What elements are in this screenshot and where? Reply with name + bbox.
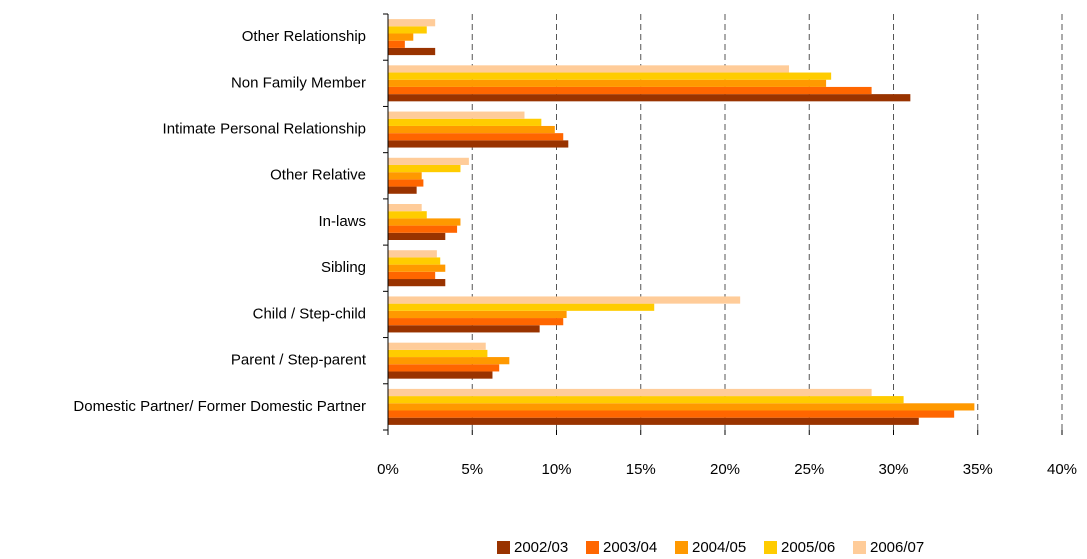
y-tick-label: Parent / Step-parent — [231, 352, 367, 369]
bar — [388, 325, 540, 333]
y-tick-label: Intimate Personal Relationship — [163, 121, 366, 138]
bar — [388, 279, 446, 287]
bar — [388, 79, 827, 87]
x-tick-label: 0% — [377, 461, 399, 478]
legend-swatch — [675, 541, 688, 554]
legend-swatch — [853, 541, 866, 554]
bar — [388, 111, 525, 119]
bar — [388, 371, 493, 379]
bar — [388, 211, 427, 219]
bar — [388, 318, 564, 326]
bar — [388, 342, 486, 350]
y-tick-label: Sibling — [321, 259, 366, 276]
x-tick-label: 25% — [794, 461, 824, 478]
legend-label: 2005/06 — [781, 539, 835, 556]
bar — [388, 65, 790, 73]
y-tick-label: Other Relationship — [242, 28, 366, 45]
bar — [388, 157, 469, 165]
bar — [388, 349, 488, 358]
bar — [388, 303, 655, 311]
bar — [388, 225, 458, 233]
x-tick-label: 40% — [1047, 461, 1077, 478]
y-tick-label: Child / Step-child — [253, 305, 366, 322]
bar — [388, 186, 417, 194]
legend-swatch — [586, 541, 599, 554]
legend-label: 2006/07 — [870, 539, 924, 556]
bar — [388, 172, 422, 180]
legend-label: 2003/04 — [603, 539, 657, 556]
bar — [388, 403, 975, 411]
x-tick-label: 10% — [541, 461, 571, 478]
x-tick-label: 35% — [963, 461, 993, 478]
x-tick-label: 5% — [461, 461, 483, 478]
bar — [388, 364, 500, 372]
legend-swatch — [764, 541, 777, 554]
bar — [388, 19, 436, 27]
bar — [388, 296, 741, 304]
x-tick-label: 15% — [626, 461, 656, 478]
bar — [388, 26, 427, 34]
bar — [388, 118, 542, 126]
y-tick-label: Other Relative — [270, 167, 366, 184]
bar — [388, 204, 422, 212]
x-tick-label: 20% — [710, 461, 740, 478]
bar — [388, 133, 564, 141]
bar — [388, 94, 911, 102]
legend-label: 2002/03 — [514, 539, 568, 556]
bar — [388, 396, 904, 404]
bar — [388, 232, 446, 240]
y-tick-label: Domestic Partner/ Former Domestic Partne… — [73, 398, 366, 415]
bar — [388, 47, 436, 56]
x-tick-label: 30% — [878, 461, 908, 478]
bar — [388, 164, 461, 173]
bar — [388, 410, 955, 418]
bar — [388, 218, 461, 226]
y-tick-label: Non Family Member — [231, 74, 366, 91]
bar — [388, 33, 414, 41]
bar — [388, 257, 441, 265]
bar — [388, 40, 405, 48]
bar — [388, 140, 569, 148]
bar — [388, 72, 832, 80]
legend-label: 2004/05 — [692, 539, 746, 556]
bar — [388, 417, 919, 425]
bar — [388, 271, 436, 280]
bar — [388, 357, 510, 365]
bar — [388, 86, 872, 95]
bar — [388, 250, 437, 258]
y-tick-label: In-laws — [318, 213, 366, 230]
legend-swatch — [497, 541, 510, 554]
bar — [388, 125, 555, 134]
bar — [388, 264, 446, 272]
bar — [388, 388, 872, 397]
bar — [388, 179, 424, 187]
bar — [388, 310, 567, 319]
